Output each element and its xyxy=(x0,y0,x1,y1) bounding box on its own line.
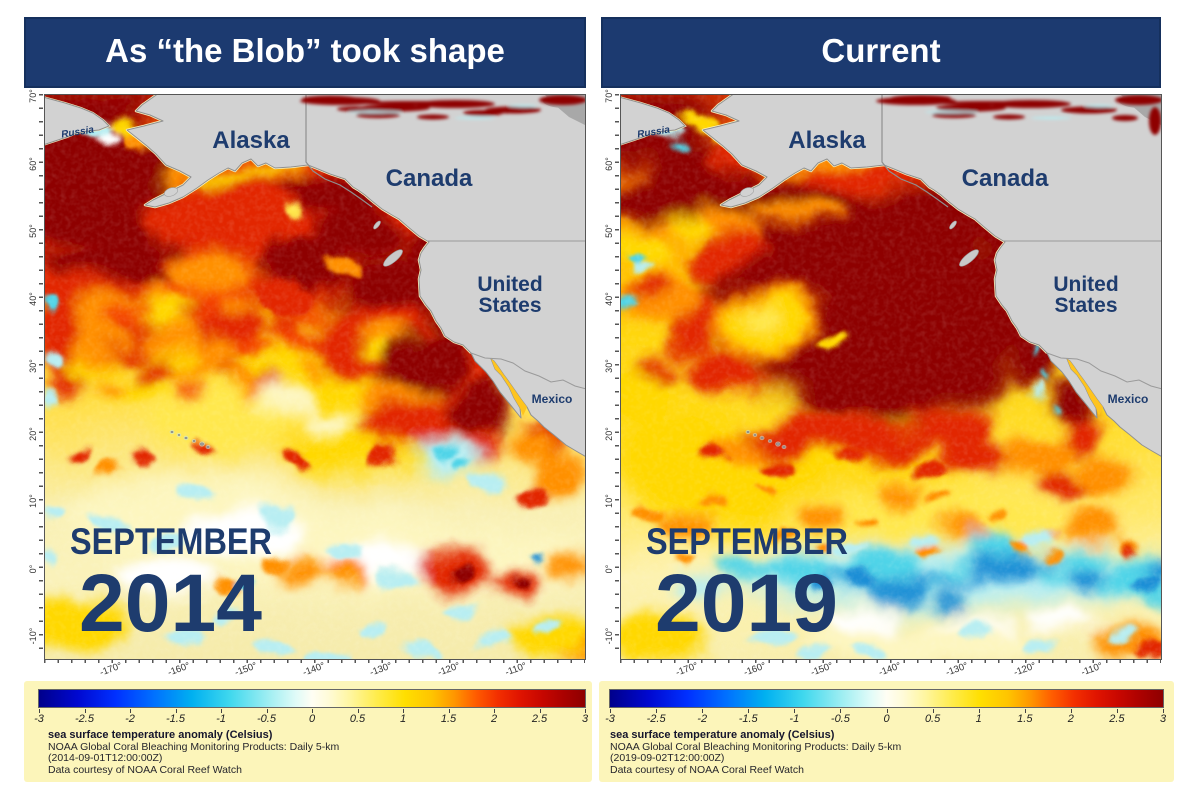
svg-text:2014: 2014 xyxy=(79,558,262,649)
svg-text:Russia: Russia xyxy=(637,124,672,140)
svg-text:Russia: Russia xyxy=(61,124,96,140)
svg-text:Alaska: Alaska xyxy=(788,127,866,154)
svg-text:States: States xyxy=(478,294,541,317)
svg-text:United: United xyxy=(1053,273,1118,296)
svg-text:Alaska: Alaska xyxy=(212,127,290,154)
svg-text:2019: 2019 xyxy=(655,558,838,649)
svg-text:Mexico: Mexico xyxy=(532,392,573,406)
svg-text:United: United xyxy=(477,273,542,296)
svg-text:SEPTEMBER: SEPTEMBER xyxy=(646,521,848,562)
svg-text:SEPTEMBER: SEPTEMBER xyxy=(70,521,272,562)
svg-text:States: States xyxy=(1054,294,1117,317)
svg-text:Canada: Canada xyxy=(962,165,1049,192)
svg-text:Canada: Canada xyxy=(386,165,473,192)
svg-text:Mexico: Mexico xyxy=(1108,392,1149,406)
